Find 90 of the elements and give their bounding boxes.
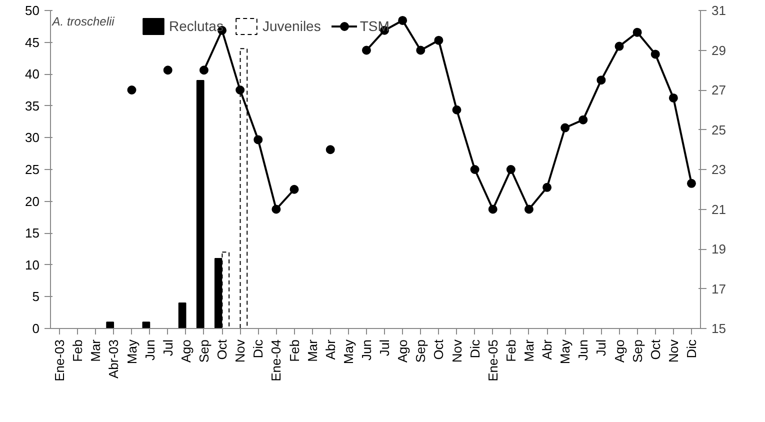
point bbox=[127, 86, 136, 94]
point bbox=[199, 66, 208, 75]
y2-tick-label: 15 bbox=[712, 321, 726, 336]
x-tick-label: Mar bbox=[304, 338, 320, 362]
point bbox=[650, 50, 660, 59]
x-tick-label: Sep bbox=[196, 339, 212, 363]
x-tick-label: Mar bbox=[88, 338, 104, 362]
x-tick-label: Oct bbox=[648, 339, 663, 360]
point bbox=[434, 36, 444, 45]
x-tick-label: Dic bbox=[684, 339, 699, 358]
x-tick-label: May bbox=[558, 339, 573, 364]
x-tick-label: Abr bbox=[540, 338, 555, 360]
x-tick-label: Abr-03 bbox=[106, 339, 122, 379]
point bbox=[686, 178, 696, 188]
point bbox=[254, 135, 263, 144]
x-tick-label: Abr bbox=[322, 338, 338, 360]
x-tick-label: Nov bbox=[449, 339, 464, 363]
x-tick-label: Ene-03 bbox=[52, 340, 68, 382]
bar bbox=[196, 80, 204, 328]
point bbox=[470, 165, 480, 174]
x-tick-label: May bbox=[340, 339, 356, 364]
x-tick-label: Ene-05 bbox=[485, 340, 500, 382]
y2-tick-label: 29 bbox=[712, 42, 726, 58]
x-tick-label: Ago bbox=[178, 339, 194, 363]
point bbox=[398, 16, 408, 25]
y2-tick-label: 23 bbox=[712, 162, 726, 177]
legend-label: TSM bbox=[360, 18, 390, 34]
point bbox=[578, 115, 588, 124]
point bbox=[488, 204, 498, 214]
point bbox=[416, 46, 426, 55]
x-tick-label: Dic bbox=[467, 339, 482, 358]
x-tick-label: Feb bbox=[70, 339, 86, 362]
y-tick-label: 50 bbox=[25, 3, 40, 18]
x-tick-label: Feb bbox=[286, 339, 302, 362]
x-tick-label: Jun bbox=[142, 339, 158, 360]
x-tick-label: May bbox=[124, 339, 140, 364]
point bbox=[506, 165, 516, 174]
point bbox=[596, 76, 606, 85]
x-tick-label: Ago bbox=[395, 339, 410, 363]
x-tick-label: Mar bbox=[521, 338, 536, 362]
y2-tick-label: 21 bbox=[712, 202, 726, 217]
y-tick-label: 20 bbox=[25, 194, 40, 209]
y2-tick-label: 25 bbox=[712, 122, 726, 138]
y-tick-label: 10 bbox=[25, 257, 40, 272]
x-tick-label: Nov bbox=[666, 339, 681, 363]
point bbox=[290, 184, 299, 194]
bar bbox=[142, 322, 150, 328]
x-tick-label: Oct bbox=[214, 339, 230, 360]
y2-tick-label: 31 bbox=[712, 3, 726, 18]
y-tick-label: 45 bbox=[25, 34, 40, 50]
x-tick-label: Oct bbox=[431, 339, 446, 360]
x-tick-label: Nov bbox=[232, 339, 248, 363]
x-tick-label: Sep bbox=[630, 339, 645, 363]
bar bbox=[178, 302, 186, 328]
x-tick-label: Ene-04 bbox=[268, 340, 284, 382]
point bbox=[614, 42, 624, 51]
point bbox=[272, 204, 281, 214]
point bbox=[560, 123, 570, 132]
y-tick-label: 30 bbox=[25, 130, 40, 146]
y-tick-label: 35 bbox=[25, 98, 40, 114]
x-tick-label: Dic bbox=[250, 339, 266, 358]
point bbox=[542, 182, 552, 192]
point bbox=[452, 105, 462, 114]
bar bbox=[106, 322, 114, 328]
point bbox=[362, 46, 371, 55]
y-tick-label: 5 bbox=[32, 289, 40, 304]
x-tick-label: Jun bbox=[358, 339, 374, 360]
point bbox=[632, 28, 642, 37]
y2-tick-label: 27 bbox=[712, 82, 726, 98]
y2-tick-label: 19 bbox=[712, 242, 726, 256]
y-tick-label: 0 bbox=[32, 321, 40, 336]
point bbox=[668, 93, 678, 102]
x-tick-label: Jul bbox=[377, 339, 392, 356]
legend-label: Juveniles bbox=[262, 18, 321, 34]
annotation: A. troschelii bbox=[51, 14, 115, 28]
x-tick-label: Jun bbox=[576, 339, 591, 360]
point bbox=[326, 145, 335, 154]
point bbox=[163, 66, 172, 75]
x-tick-label: Jul bbox=[160, 339, 176, 356]
point bbox=[236, 86, 245, 94]
point bbox=[524, 204, 534, 214]
x-tick-label: Jul bbox=[594, 339, 609, 356]
legend-label: Reclutas bbox=[169, 18, 224, 34]
y-tick-label: 40 bbox=[25, 66, 40, 82]
y-tick-label: 15 bbox=[25, 226, 40, 241]
x-tick-label: Sep bbox=[413, 339, 428, 363]
x-tick-label: Feb bbox=[503, 339, 518, 362]
x-tick-label: Ago bbox=[612, 339, 627, 363]
y-tick-label: 25 bbox=[25, 162, 40, 177]
y2-tick-label: 17 bbox=[712, 281, 726, 296]
